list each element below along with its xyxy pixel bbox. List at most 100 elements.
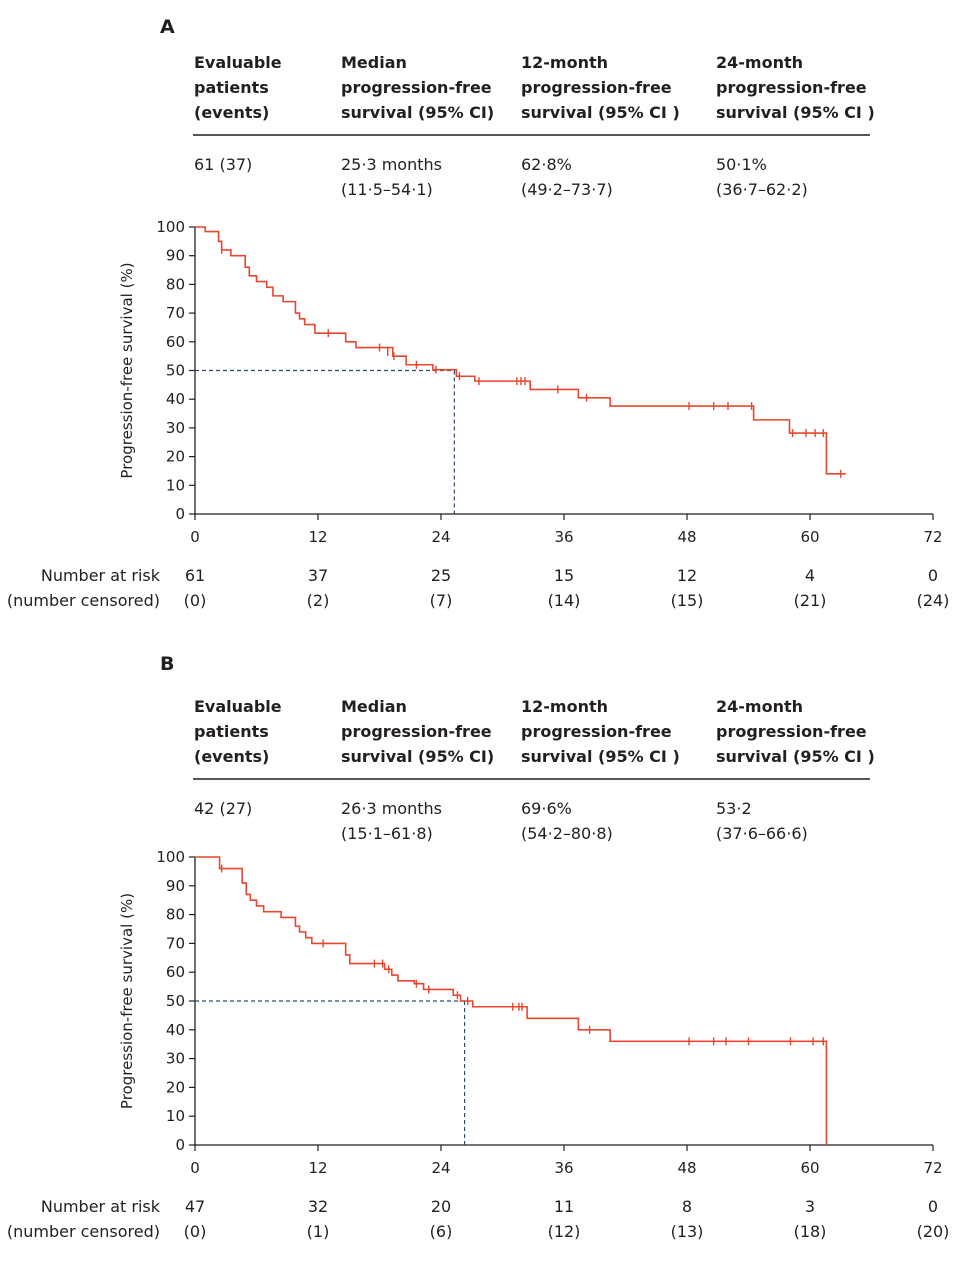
risk-value: 3 (805, 1197, 815, 1216)
value-evaluable: 42 (27) (194, 799, 252, 818)
risk-value: 25 (431, 566, 451, 585)
y-tick-label: 30 (166, 419, 185, 437)
y-tick-label: 10 (166, 1107, 185, 1125)
km-plot-a: 0 10 20 30 40 50 60 70 80 90 100 0 12 24 36 48 60 72 Progr… (118, 218, 943, 546)
value-12month-ci: (54·2–80·8) (521, 824, 613, 843)
risk-value: 4 (805, 566, 815, 585)
censored-value: (7) (430, 591, 453, 610)
censored-value: (15) (671, 591, 704, 610)
x-tick-label: 24 (431, 1159, 450, 1177)
censored-value: (18) (794, 1222, 827, 1241)
risk-value: 47 (185, 1197, 205, 1216)
y-tick-label: 30 (166, 1050, 185, 1068)
header-median-line1: Median (341, 53, 407, 72)
value-24month-ci: (37·6–66·6) (716, 824, 808, 843)
x-tick-label: 24 (431, 528, 450, 546)
value-12month: 62·8% (521, 155, 572, 174)
y-axis-label: Progression-free survival (%) (118, 893, 136, 1109)
y-axis-label: Progression-free survival (%) (118, 262, 136, 478)
y-tick-label: 80 (166, 275, 185, 293)
censored-value: (1) (307, 1222, 330, 1241)
y-tick-label: 100 (156, 218, 185, 236)
censored-value: (13) (671, 1222, 704, 1241)
header-median-line3: survival (95% CI) (341, 103, 494, 122)
header-12month-line3: survival (95% CI ) (521, 103, 680, 122)
y-tick-label: 90 (166, 877, 185, 895)
y-tick-label: 10 (166, 476, 185, 494)
header-24month-line1: 24-month (716, 697, 803, 716)
value-median-ci: (15·1–61·8) (341, 824, 433, 843)
x-tick-label: 0 (190, 1159, 200, 1177)
number-censored-label: (number censored) (7, 1222, 160, 1241)
header-24month-line3: survival (95% CI ) (716, 747, 875, 766)
censored-value: (21) (794, 591, 827, 610)
header-12month-line3: survival (95% CI ) (521, 747, 680, 766)
number-at-risk-label: Number at risk (41, 1197, 161, 1216)
y-tick-label: 40 (166, 1021, 185, 1039)
summary-table-a: Evaluable patients (events) Median progr… (193, 53, 875, 199)
y-tick-label: 40 (166, 390, 185, 408)
y-tick-label: 50 (166, 362, 185, 380)
header-24month-line2: progression-free (716, 722, 867, 741)
x-tick-label: 0 (190, 528, 200, 546)
header-evaluable-line2: patients (194, 722, 269, 741)
y-tick-label: 60 (166, 963, 185, 981)
risk-table-b: Number at risk (number censored) 47 32 2… (7, 1197, 950, 1241)
value-24month-ci: (36·7–62·2) (716, 180, 808, 199)
y-tick-label: 70 (166, 304, 185, 322)
censored-value: (2) (307, 591, 330, 610)
censored-value: (24) (917, 591, 950, 610)
header-median-line2: progression-free (341, 722, 492, 741)
value-evaluable: 61 (37) (194, 155, 252, 174)
censored-value: (14) (548, 591, 581, 610)
risk-value: 0 (928, 566, 938, 585)
header-24month-line1: 24-month (716, 53, 803, 72)
header-median-line2: progression-free (341, 78, 492, 97)
y-tick-label: 100 (156, 848, 185, 866)
header-evaluable-line1: Evaluable (194, 53, 282, 72)
risk-value: 12 (677, 566, 697, 585)
y-tick-label: 50 (166, 992, 185, 1010)
y-tick-label: 20 (166, 1078, 185, 1096)
summary-table-b: Evaluable patients (events) Median progr… (193, 697, 875, 843)
x-tick-label: 72 (923, 528, 942, 546)
y-tick-label: 20 (166, 448, 185, 466)
header-12month-line2: progression-free (521, 78, 672, 97)
x-tick-label: 60 (800, 528, 819, 546)
censored-value: (0) (184, 591, 207, 610)
number-censored-label: (number censored) (7, 591, 160, 610)
panel-label-a: A (160, 16, 175, 38)
x-tick-label: 60 (800, 1159, 819, 1177)
survival-curve (195, 856, 828, 1145)
number-at-risk-label: Number at risk (41, 566, 161, 585)
header-evaluable-line1: Evaluable (194, 697, 282, 716)
risk-value: 37 (308, 566, 328, 585)
risk-table-a: Number at risk (number censored) 61 37 2… (7, 566, 950, 610)
km-plot-b: 0 10 20 30 40 50 60 70 80 90 100 0 12 24 36 48 60 72 Progr… (118, 848, 943, 1177)
value-24month: 50·1% (716, 155, 767, 174)
risk-value: 15 (554, 566, 574, 585)
header-24month-line2: progression-free (716, 78, 867, 97)
header-12month-line1: 12-month (521, 53, 608, 72)
header-median-line3: survival (95% CI) (341, 747, 494, 766)
x-tick-label: 36 (554, 1159, 573, 1177)
header-12month-line1: 12-month (521, 697, 608, 716)
censored-value: (0) (184, 1222, 207, 1241)
header-evaluable-line2: patients (194, 78, 269, 97)
x-tick-label: 48 (677, 1159, 696, 1177)
y-tick-label: 90 (166, 247, 185, 265)
header-evaluable-line3: (events) (194, 747, 269, 766)
header-24month-line3: survival (95% CI ) (716, 103, 875, 122)
value-12month: 69·6% (521, 799, 572, 818)
x-tick-label: 72 (923, 1159, 942, 1177)
censored-value: (6) (430, 1222, 453, 1241)
value-median: 25·3 months (341, 155, 442, 174)
risk-value: 61 (185, 566, 205, 585)
risk-value: 20 (431, 1197, 451, 1216)
y-tick-label: 80 (166, 906, 185, 924)
value-24month: 53·2 (716, 799, 752, 818)
x-tick-label: 12 (308, 1159, 327, 1177)
panel-label-b: B (160, 653, 174, 675)
x-tick-label: 12 (308, 528, 327, 546)
